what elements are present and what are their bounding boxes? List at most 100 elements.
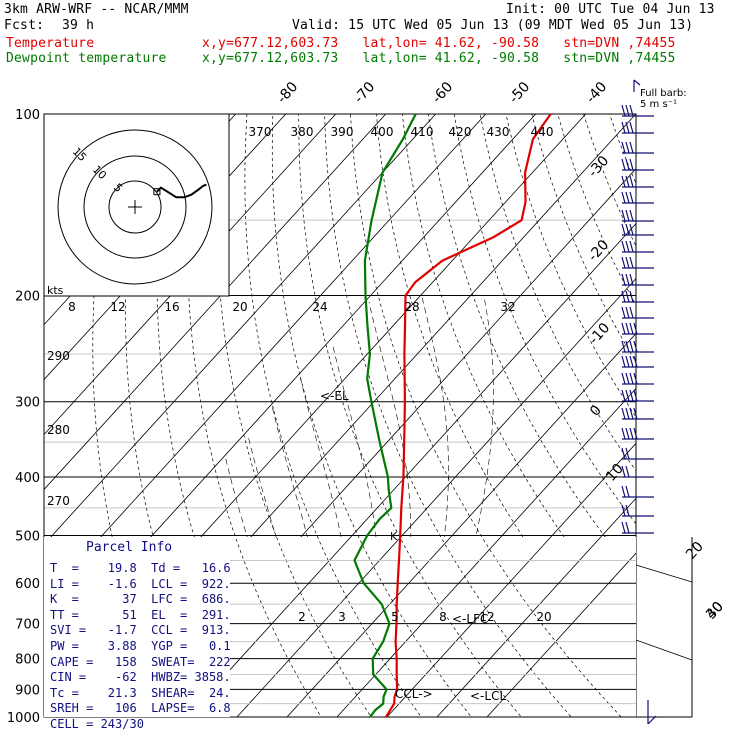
parcel-info-row: K = 37 LFC = 686. bbox=[50, 592, 231, 607]
speed-axis-label: 28 bbox=[404, 300, 419, 314]
pressure-label: 700 bbox=[15, 618, 40, 633]
wind-barb bbox=[621, 407, 654, 420]
barb-flag bbox=[625, 121, 630, 134]
wind-barb bbox=[621, 447, 654, 460]
barb-flag bbox=[621, 240, 626, 253]
el-marker: <-EL bbox=[320, 389, 349, 403]
barb-flag bbox=[621, 485, 626, 498]
wind-barb bbox=[621, 389, 654, 402]
barb-flag bbox=[625, 290, 630, 303]
pressure-label: 200 bbox=[15, 290, 40, 305]
barb-flag bbox=[629, 372, 634, 385]
barb-flag bbox=[625, 273, 630, 286]
storm-motion-marker bbox=[153, 188, 161, 196]
dry-adiabat-line bbox=[440, 537, 572, 717]
dry-adiabat-line bbox=[358, 537, 472, 717]
legend-temperature-location: x,y=677.12,603.73 lat,lon= 41.62, -90.58… bbox=[202, 36, 676, 51]
lcl-marker: <-LCL bbox=[470, 689, 506, 703]
theta-label-left: 290 bbox=[47, 349, 70, 363]
barb-flag bbox=[621, 389, 626, 402]
lfc-marker: <-LFC bbox=[452, 612, 488, 626]
isotherm-label: -20 bbox=[585, 237, 612, 265]
theta-label: 430 bbox=[487, 125, 510, 139]
barb-flag bbox=[629, 223, 634, 236]
model-title: 3km ARW-WRF -- NCAR/MMM bbox=[4, 2, 189, 17]
wind-barb bbox=[621, 485, 654, 498]
wind-barb bbox=[621, 240, 654, 253]
wind-barb-note-line: Full barb: bbox=[640, 88, 687, 99]
barb-flag bbox=[621, 273, 626, 286]
barb-flag bbox=[633, 389, 638, 402]
barb-flag bbox=[621, 407, 626, 420]
isotherm-line bbox=[44, 114, 437, 546]
isotherm-line bbox=[286, 537, 452, 717]
dry-adiabat-line bbox=[399, 537, 522, 717]
speed-axis-label: 32 bbox=[500, 300, 515, 314]
barb-flag bbox=[625, 447, 630, 460]
barb-flag bbox=[621, 447, 626, 460]
parcel-info-row: SVI = -1.7 CCL = 913. bbox=[50, 623, 231, 638]
barb-flag bbox=[625, 465, 630, 478]
hodograph-trace bbox=[156, 183, 207, 199]
barb-flag bbox=[625, 191, 630, 204]
barb-flag bbox=[629, 240, 634, 253]
theta-label: 370 bbox=[249, 125, 272, 139]
isotherm-line bbox=[230, 537, 352, 671]
parcel-info-row: LI = -1.6 LCL = 922. bbox=[50, 576, 231, 591]
wind-barb bbox=[621, 158, 654, 171]
barb-flag bbox=[629, 340, 634, 353]
moist-adiabat-line bbox=[406, 295, 449, 717]
barb-flag bbox=[629, 121, 634, 134]
barb-flag bbox=[629, 209, 634, 222]
mixing-ratio-label: 5 bbox=[391, 610, 399, 624]
theta-label: 410 bbox=[411, 125, 434, 139]
barb-flag bbox=[629, 290, 634, 303]
isotherm-label: -40 bbox=[583, 79, 610, 107]
wind-barb-note: Full barb: 5 m s⁻¹ bbox=[640, 88, 687, 110]
parcel-info-row: CIN = -62 HWBZ= 3858. bbox=[50, 670, 231, 685]
barb-flag bbox=[625, 485, 630, 498]
wind-barb bbox=[621, 191, 654, 204]
barb-flag bbox=[625, 521, 630, 534]
theta-label: 420 bbox=[449, 125, 472, 139]
parcel-info-row: T = 19.8 Td = 16.6 bbox=[50, 561, 231, 575]
parcel-info-panel-bg bbox=[44, 537, 636, 717]
barb-flag bbox=[629, 322, 634, 335]
isotherm-line bbox=[386, 537, 552, 717]
isotherm-label: -60 bbox=[429, 79, 456, 107]
wind-barb bbox=[621, 104, 654, 117]
barb-flag bbox=[621, 104, 626, 117]
pressure-label: 300 bbox=[15, 396, 40, 411]
theta-label: 390 bbox=[331, 125, 354, 139]
barb-flag bbox=[621, 175, 626, 188]
hodograph-ring bbox=[57, 129, 213, 285]
parcel-info-row: CAPE = 158 SWEAT= 222 bbox=[50, 654, 231, 669]
theta-label: 440 bbox=[531, 125, 554, 139]
barb-flag bbox=[625, 240, 630, 253]
mixing-ratio-label: 20 bbox=[536, 610, 551, 624]
parcel-info-row: CELL = 243/30 bbox=[50, 717, 144, 731]
barb-flag bbox=[625, 223, 630, 236]
barb-flag bbox=[625, 407, 630, 420]
barb-flag bbox=[629, 389, 634, 402]
barb-flag bbox=[629, 104, 634, 117]
sounding-profiles bbox=[353, 113, 552, 718]
isotherm-label: 40 bbox=[703, 599, 727, 623]
barb-flag bbox=[621, 158, 626, 171]
wind-barb-note-line: 5 m s⁻¹ bbox=[640, 99, 677, 110]
isotherm-label: -50 bbox=[506, 79, 533, 107]
barb-flag bbox=[621, 141, 626, 154]
speed-axis-label: 8 bbox=[68, 300, 76, 314]
k-marker: K bbox=[390, 530, 398, 543]
barb-flag bbox=[621, 521, 626, 534]
dry-adiabat-line bbox=[505, 114, 636, 418]
barb-flag bbox=[629, 427, 634, 440]
wind-barb bbox=[621, 290, 654, 303]
barb-flag bbox=[625, 158, 630, 171]
barb-flag bbox=[625, 389, 630, 402]
wind-barb bbox=[621, 427, 654, 440]
wind-barb bbox=[621, 504, 654, 517]
ccl-marker: CCL-> bbox=[395, 687, 433, 701]
wind-barbs: Full barb: 5 m s⁻¹ bbox=[621, 79, 687, 725]
